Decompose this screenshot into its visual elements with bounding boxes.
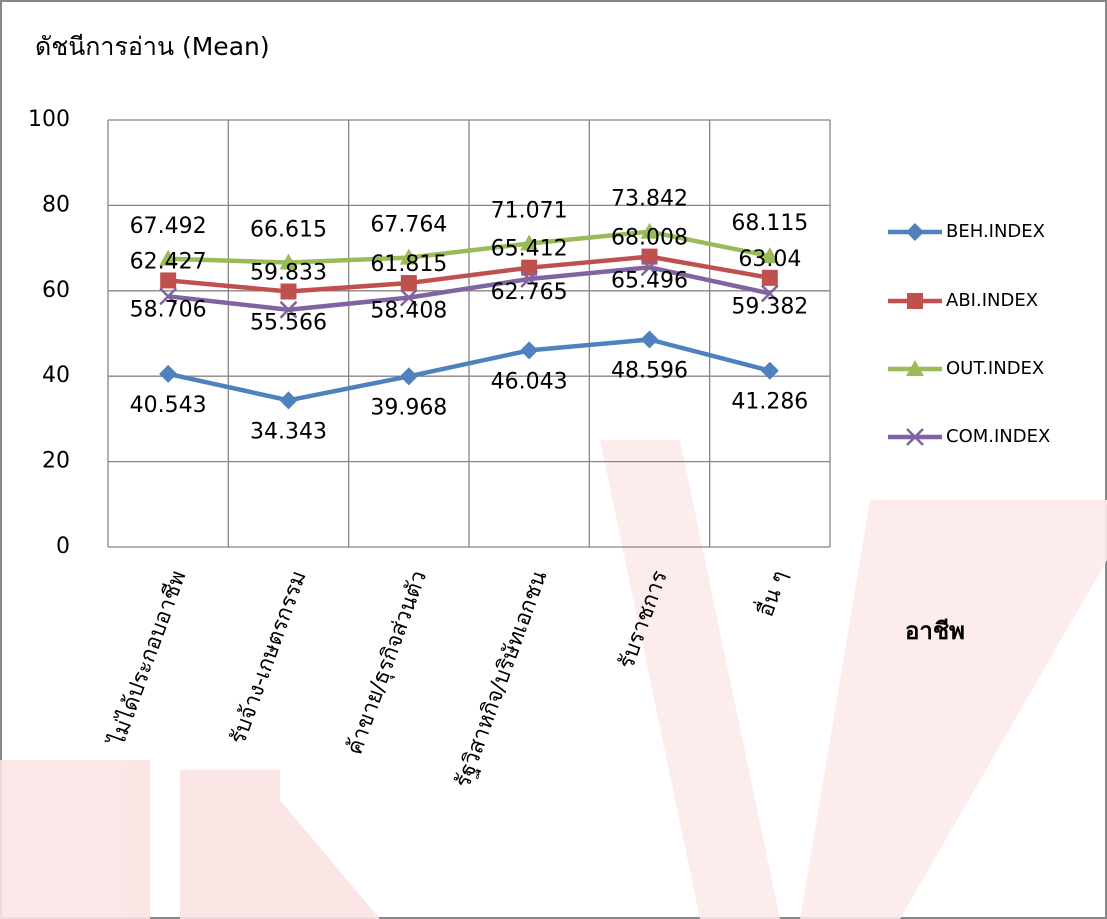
- point-marker: [640, 330, 659, 349]
- y-tick-label: 80: [42, 192, 70, 217]
- legend-marker: [906, 360, 924, 376]
- data-label: 59.382: [731, 294, 808, 319]
- y-tick-label: 100: [28, 107, 70, 132]
- point-marker: [159, 249, 178, 266]
- point-marker: [520, 234, 539, 251]
- point-marker: [640, 258, 659, 277]
- point-marker: [399, 367, 418, 386]
- x-axis-title: อาชีพ: [905, 617, 965, 645]
- point-marker: [279, 300, 298, 319]
- data-label: 58.706: [130, 297, 207, 322]
- data-label: 61.815: [370, 252, 447, 277]
- point-marker: [160, 272, 177, 289]
- point-marker: [641, 248, 658, 265]
- legend-marker: [907, 293, 923, 309]
- chart-title: ดัชนีการอ่าน (Mean): [35, 32, 270, 61]
- point-marker: [760, 247, 779, 264]
- series-line: [167, 265, 771, 312]
- y-tick-label: 0: [56, 534, 70, 559]
- point-marker: [521, 259, 538, 276]
- data-label: 67.492: [130, 214, 207, 239]
- data-label: 68.008: [611, 226, 688, 251]
- data-label: 65.496: [611, 268, 688, 293]
- point-marker: [399, 248, 418, 265]
- watermark: [0, 440, 1107, 919]
- point-marker: [159, 287, 178, 306]
- data-label: 55.566: [250, 311, 327, 336]
- series-line: [167, 254, 771, 294]
- data-label: 48.596: [611, 358, 688, 383]
- point-marker: [399, 288, 418, 307]
- data-label: 66.615: [250, 218, 327, 243]
- point-marker: [640, 222, 659, 239]
- data-label: 39.968: [370, 395, 447, 420]
- point-marker: [761, 269, 778, 286]
- watermark-shape: [600, 440, 780, 919]
- point-marker: [760, 284, 779, 303]
- data-label: 41.286: [731, 390, 808, 415]
- data-label: 62.765: [491, 280, 568, 305]
- data-label: 40.543: [130, 393, 207, 418]
- data-label: 58.408: [370, 299, 447, 324]
- data-label: 34.343: [250, 419, 327, 444]
- data-label: 46.043: [491, 369, 568, 394]
- point-marker: [400, 275, 417, 292]
- data-label: 73.842: [611, 187, 688, 212]
- data-label: 67.764: [370, 213, 447, 238]
- point-marker: [520, 270, 539, 288]
- legend-label: OUT.INDEX: [946, 358, 1044, 379]
- data-label: 63.04: [738, 247, 801, 272]
- point-marker: [520, 341, 539, 360]
- legend-label: ABI.INDEX: [946, 290, 1038, 311]
- point-marker: [279, 391, 298, 410]
- point-marker: [279, 253, 298, 270]
- series-line: [167, 337, 771, 403]
- data-label: 71.071: [491, 199, 568, 224]
- y-tick-label: 60: [42, 278, 70, 303]
- y-tick-label: 20: [42, 449, 70, 474]
- legend-marker: [906, 428, 924, 446]
- legend-label: BEH.INDEX: [946, 221, 1045, 242]
- point-marker: [280, 283, 297, 300]
- data-label: 62.427: [130, 249, 207, 274]
- point-marker: [760, 361, 779, 380]
- watermark-shape: [280, 800, 380, 919]
- data-label: 68.115: [731, 211, 808, 236]
- point-marker: [159, 364, 178, 383]
- y-tick-label: 40: [42, 363, 70, 388]
- data-label: 59.833: [250, 261, 327, 286]
- legend-label: COM.INDEX: [946, 426, 1050, 447]
- watermark-shape: [0, 760, 150, 919]
- legend-marker: [906, 223, 924, 241]
- series-line: [168, 229, 771, 265]
- data-label: 65.412: [491, 237, 568, 262]
- watermark-shape: [180, 770, 280, 919]
- watermark-shape: [800, 500, 1107, 919]
